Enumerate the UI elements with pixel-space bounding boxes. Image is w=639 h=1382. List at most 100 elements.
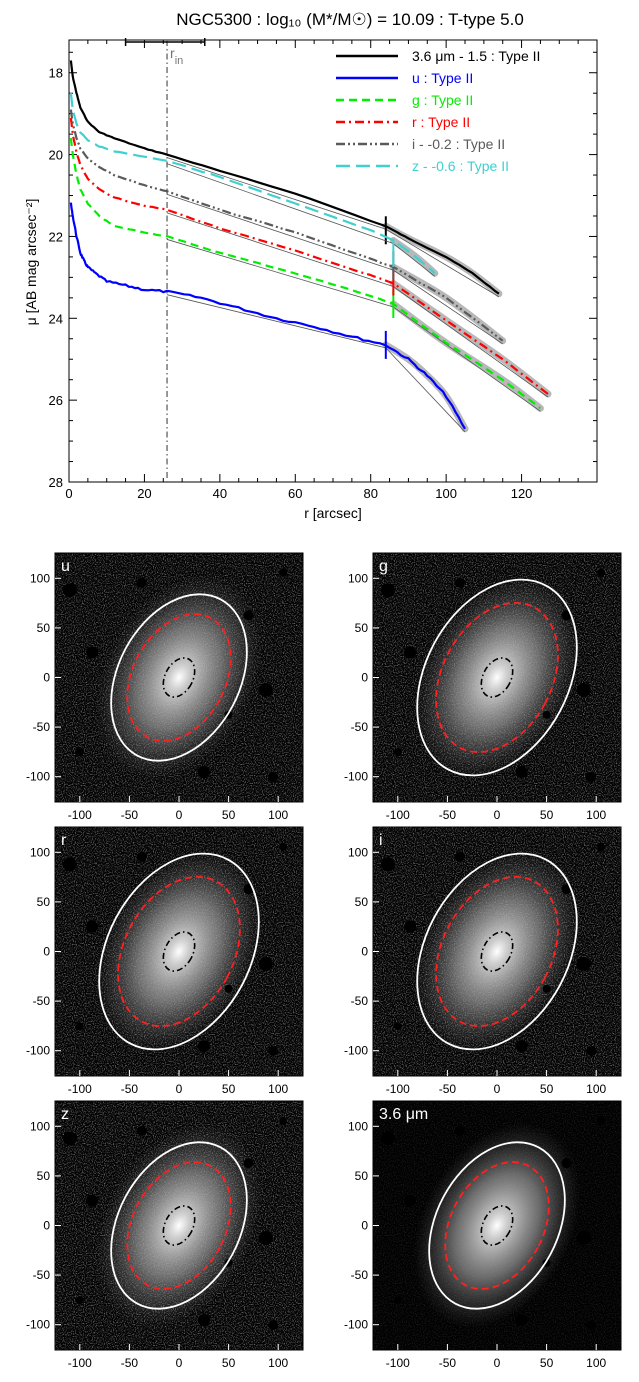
panel-x-tick-label: -50 — [439, 1356, 457, 1370]
panel-y-tick-label: 50 — [37, 621, 51, 635]
model-fit-line — [166, 294, 386, 349]
masked-source — [576, 682, 591, 697]
model-fit-line — [393, 306, 541, 412]
panel-band-label: 3.6 μm — [379, 1106, 428, 1123]
masked-source — [62, 583, 77, 598]
x-tick-label: 40 — [213, 486, 227, 501]
series-2 — [69, 137, 544, 412]
break-ellipse — [117, 875, 241, 1028]
panel-y-tick-label: 0 — [43, 1219, 50, 1233]
panel-x-tick-label: 100 — [268, 808, 288, 822]
model-fit-line — [393, 269, 503, 345]
break-ellipse — [435, 601, 559, 754]
panel-x-tick-label: 0 — [494, 1082, 501, 1096]
series-line — [69, 92, 436, 275]
series-0 — [69, 60, 503, 298]
y-tick-label: 22 — [49, 229, 63, 244]
masked-source — [243, 610, 254, 621]
panel-x-tick-label: -100 — [386, 1082, 410, 1096]
galaxy-image-panels: u -100 -50 0 50 100 100 50 0 -50 -100 g -100 -50 0 50 10… — [26, 552, 622, 1370]
x-tick-label: 20 — [137, 486, 151, 501]
image-panel-1: g -100 -50 0 50 100 100 50 0 -50 -100 — [344, 552, 622, 822]
masked-source — [86, 920, 99, 933]
masked-source — [393, 748, 402, 757]
panel-x-tick-label: 0 — [494, 1356, 501, 1370]
panel-y-tick-label: 50 — [355, 895, 369, 909]
masked-source — [243, 884, 254, 895]
image-panel-4: z -100 -50 0 50 100 100 50 0 -50 -100 — [26, 1100, 304, 1370]
panel-x-tick-label: -100 — [68, 808, 92, 822]
galaxy-glow — [413, 849, 581, 1054]
panel-x-tick-label: -50 — [439, 1082, 457, 1096]
panel-x-tick-label: -100 — [68, 1356, 92, 1370]
masked-source — [515, 1040, 528, 1053]
panel-band-label: i — [379, 832, 383, 849]
inner-ellipse — [162, 657, 196, 698]
x-axis-label: r [arcsec] — [304, 505, 362, 521]
panel-y-tick-label: -100 — [344, 1318, 368, 1332]
panel-y-tick-label: 100 — [348, 845, 368, 859]
panel-y-tick-label: 0 — [361, 671, 368, 685]
masked-source — [597, 568, 606, 577]
r-in-label: rin — [170, 45, 183, 67]
y-tick-label: 26 — [49, 393, 63, 408]
panel-image — [373, 1101, 621, 1350]
y-tick-label: 20 — [49, 148, 63, 163]
masked-source — [586, 772, 597, 783]
break-ellipse — [435, 875, 559, 1028]
r-in-label-main: r — [170, 45, 175, 61]
series-line — [69, 60, 500, 295]
masked-source — [542, 710, 551, 719]
series-lines — [69, 60, 552, 433]
masked-source — [404, 920, 417, 933]
y-axis-ticks: 18 20 22 24 26 28 — [49, 51, 597, 490]
masked-source — [268, 1320, 279, 1331]
plot-area-frame — [68, 39, 598, 483]
legend-label: u : Type II — [412, 70, 473, 86]
masked-source — [515, 766, 528, 779]
masked-source — [380, 1131, 395, 1146]
panel-x-tick-label: 100 — [268, 1082, 288, 1096]
panel-y-tick-label: 50 — [355, 621, 369, 635]
masked-source — [258, 956, 273, 971]
series-1 — [69, 202, 469, 433]
inner-ellipse — [480, 1205, 514, 1246]
series-error-band — [389, 280, 552, 398]
legend-label: r : Type II — [412, 114, 470, 130]
masked-source — [561, 1158, 572, 1169]
outer-ellipse — [416, 578, 578, 777]
panel-x-tick-label: 50 — [540, 1356, 554, 1370]
model-fit-line — [393, 243, 436, 277]
surface-brightness-profile-chart: NGC5300 : log₁₀ (M*/M☉) = 10.09 : T-type… — [23, 10, 598, 521]
x-tick-label: 80 — [363, 486, 377, 501]
masked-source — [62, 857, 77, 872]
masked-source — [561, 610, 572, 621]
series-line — [69, 109, 504, 342]
inner-ellipse — [480, 931, 514, 972]
panel-y-tick-label: -50 — [351, 994, 369, 1008]
image-panel-5: 3.6 μm -100 -50 0 50 100 100 50 0 -50 -100 — [344, 1100, 622, 1370]
masked-source — [268, 772, 279, 783]
legend-label: z - -0.6 : Type II — [412, 158, 509, 174]
x-tick-label: 0 — [65, 486, 72, 501]
panel-y-tick-label: 0 — [43, 945, 50, 959]
masked-source — [258, 1230, 273, 1245]
panel-band-label: g — [379, 558, 388, 575]
masked-source — [279, 568, 288, 577]
x-tick-label: 60 — [288, 486, 302, 501]
series-line — [69, 202, 466, 430]
masked-source — [597, 1116, 606, 1125]
masked-source — [380, 583, 395, 598]
masked-source — [197, 766, 210, 779]
outer-ellipse — [110, 1141, 248, 1310]
series-line — [69, 117, 549, 395]
series-error-band — [389, 263, 507, 345]
masked-source — [197, 1040, 210, 1053]
model-fit-line — [166, 163, 394, 244]
image-panel-0: u -100 -50 0 50 100 100 50 0 -50 -100 — [26, 552, 304, 822]
panel-image — [373, 827, 621, 1076]
panel-y-tick-label: 0 — [361, 1219, 368, 1233]
x-tick-label: 120 — [511, 486, 533, 501]
panel-y-tick-label: 100 — [30, 845, 50, 859]
